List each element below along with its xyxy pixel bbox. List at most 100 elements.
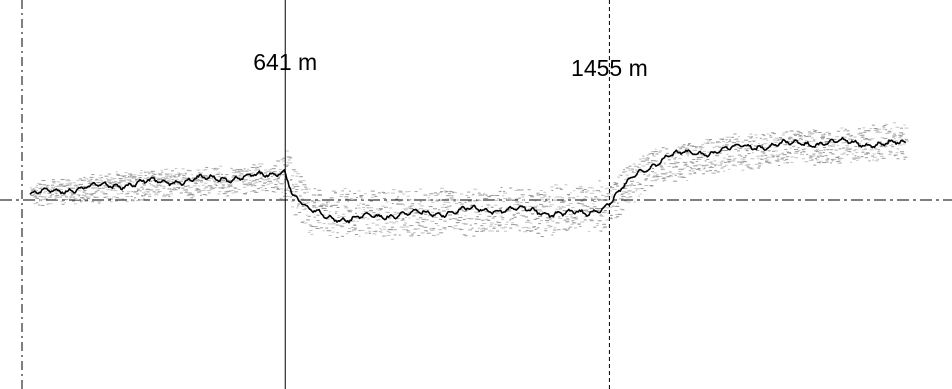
scatter-point [274,179,279,181]
scatter-point [418,203,422,205]
scatter-point [277,176,280,178]
scatter-point [797,131,801,133]
scatter-point [109,198,113,200]
scatter-point [380,232,383,233]
scatter-point [588,187,593,189]
scatter-point [348,190,351,192]
scatter-point [255,168,258,170]
scatter-point [559,187,562,189]
scatter-point [579,185,583,187]
scatter-point [470,218,474,220]
scatter-point [199,181,203,183]
scatter-point [540,236,544,237]
scatter-point [383,192,387,194]
scatter-point [881,157,886,159]
scatter-point [722,138,725,140]
scatter-point [726,153,729,155]
scatter-point [61,203,65,205]
scatter-point [170,189,173,191]
scatter-point [502,227,506,229]
scatter-point [447,193,451,195]
scatter-point [621,209,625,211]
scatter-point [885,133,890,134]
scatter-point [477,218,481,220]
scatter-point [778,164,781,166]
scatter-point [801,158,805,160]
scatter-point [201,184,205,186]
scatter-point [34,195,38,197]
scatter-point [747,153,751,155]
scatter-point [609,190,613,192]
scatter-point [401,218,405,220]
scatter-point [271,168,276,170]
scatter-point [291,175,295,177]
scatter-point [665,148,669,150]
scatter-point [114,186,119,188]
scatter-point [860,134,865,136]
scatter-point [607,195,611,197]
scatter-point [758,163,763,165]
scatter-point [415,212,418,214]
scatter-point [796,133,800,135]
scatter-point [517,189,521,191]
scatter-point [290,179,293,180]
scatter-point [104,175,109,177]
scatter-point [864,157,868,159]
scatter-point [610,187,614,189]
scatter-point [157,173,162,175]
scatter-point [403,204,406,206]
scatter-point [119,179,123,181]
scatter-point [598,180,601,182]
scatter-point [217,172,221,174]
scatter-point [497,225,501,227]
scatter-point [560,201,565,203]
scatter-point [405,229,408,231]
scatter-point [689,166,692,168]
scatter-point [171,179,174,181]
scatter-point [367,228,372,229]
scatter-point [213,180,217,182]
scatter-point [724,164,728,166]
scatter-point [668,171,672,173]
scatter-point [799,138,802,139]
scatter-point [476,216,479,218]
scatter-point [570,197,575,199]
scatter-point [748,147,753,149]
scatter-point [677,176,681,178]
scatter-point [466,217,470,219]
scatter-point [527,189,531,191]
scatter-point [377,219,381,221]
scatter-point [574,211,576,213]
scatter-point [156,189,161,191]
scatter-point [737,146,739,148]
scatter-point [131,199,135,201]
scatter-point [268,171,272,173]
scatter-point [177,172,181,174]
scatter-point [496,221,499,223]
scatter-point [473,188,478,190]
scatter-point [164,169,167,170]
scatter-point [468,229,472,231]
scatter-point [702,173,705,175]
scatter-point [172,175,176,177]
scatter-point [76,187,79,189]
scatter-point [243,193,247,195]
scatter-point [453,201,457,203]
scatter-point [124,172,128,174]
scatter-point [745,148,748,150]
scatter-point [379,208,383,210]
scatter-point [838,148,842,150]
scatter-point [378,208,383,210]
scatter-point [179,173,184,175]
scatter-point [454,218,459,220]
scatter-point [291,206,295,208]
scatter-point [882,126,885,128]
scatter-point [282,157,286,159]
scatter-point [72,193,76,195]
scatter-point [232,175,236,177]
scatter-point [583,219,587,221]
scatter-point [554,210,557,212]
scatter-point [631,170,634,172]
scatter-point [695,161,698,162]
scatter-point [499,215,503,217]
